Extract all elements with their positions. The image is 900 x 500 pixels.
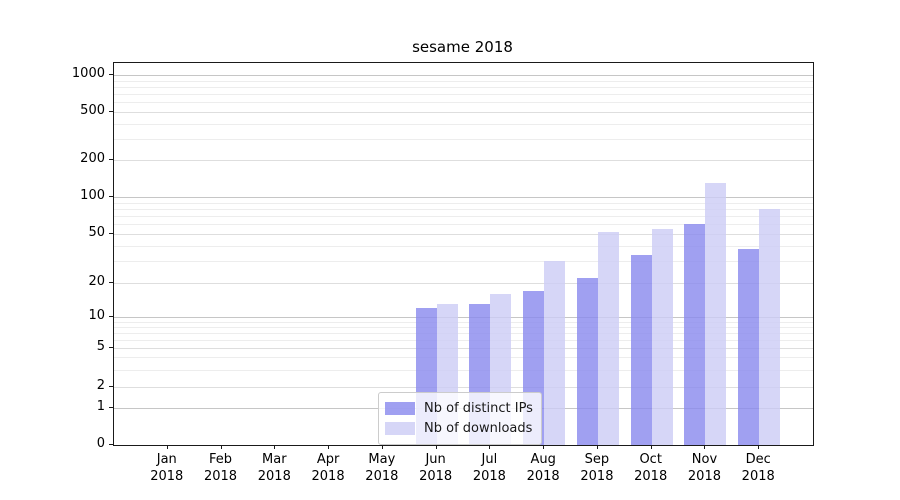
- gridline-minor: [114, 208, 813, 210]
- x-tick-mark: [220, 445, 222, 449]
- x-tick-label-sep: Sep 2018: [580, 452, 614, 484]
- x-tick-label-jun: Jun 2018: [419, 452, 453, 484]
- gridline: [114, 112, 813, 113]
- y-tick-label: 100: [80, 188, 105, 203]
- legend-label-downloads: Nb of downloads: [424, 420, 533, 436]
- y-tick-label: 10: [88, 308, 105, 323]
- gridline: [114, 283, 813, 284]
- gridline-minor: [114, 339, 813, 341]
- bar-aug-downloads: [544, 261, 566, 445]
- y-tick-mark: [109, 111, 113, 112]
- y-tick-mark: [109, 74, 113, 75]
- y-tick-mark: [109, 386, 113, 387]
- gridline-minor: [114, 202, 813, 204]
- y-tick-label: 500: [80, 103, 105, 118]
- x-tick-mark: [166, 445, 168, 449]
- gridline-minor: [114, 321, 813, 323]
- x-tick-mark: [596, 445, 598, 449]
- y-tick-mark: [109, 316, 113, 317]
- chart-title: sesame 2018: [412, 38, 513, 56]
- gridline-minor: [114, 261, 813, 263]
- legend-swatch-distinct-ips: [385, 401, 415, 415]
- gridline-minor: [114, 369, 813, 371]
- gridline-major: [114, 197, 813, 198]
- gridline-minor: [114, 102, 813, 104]
- x-tick-label-oct: Oct 2018: [634, 452, 668, 484]
- gridline: [114, 160, 813, 161]
- y-tick-mark: [109, 196, 113, 197]
- gridline-major: [114, 75, 813, 76]
- y-tick-label: 0: [96, 436, 105, 451]
- bar-nov-downloads: [705, 182, 727, 445]
- bar-dec-distinct-ips: [738, 248, 760, 445]
- gridline-minor: [114, 138, 813, 140]
- x-tick-mark: [489, 445, 491, 449]
- bar-sep-downloads: [597, 231, 619, 445]
- y-tick-label: 200: [80, 151, 105, 166]
- x-tick-label-aug: Aug 2018: [526, 452, 560, 484]
- x-tick-label-jul: Jul 2018: [472, 452, 506, 484]
- gridline-minor: [114, 326, 813, 328]
- y-tick-label: 20: [88, 274, 105, 289]
- y-tick-mark: [109, 347, 113, 348]
- y-tick-mark: [109, 233, 113, 234]
- gridline-minor: [114, 123, 813, 125]
- y-tick-label: 50: [88, 225, 105, 240]
- gridline-minor: [114, 80, 813, 82]
- x-tick-label-may: May 2018: [365, 452, 399, 484]
- gridline: [114, 387, 813, 388]
- plot-area: [113, 62, 814, 446]
- x-tick-mark: [328, 445, 330, 449]
- x-tick-mark: [543, 445, 545, 449]
- x-tick-mark: [704, 445, 706, 449]
- gridline-minor: [114, 357, 813, 359]
- gridline-minor: [114, 94, 813, 96]
- bar-oct-distinct-ips: [630, 254, 652, 445]
- y-tick-mark: [109, 282, 113, 283]
- x-tick-mark: [274, 445, 276, 449]
- y-tick-mark: [109, 159, 113, 160]
- gridline-minor: [114, 216, 813, 218]
- gridline-minor: [114, 245, 813, 247]
- x-tick-mark: [758, 445, 760, 449]
- gridline: [114, 348, 813, 349]
- y-tick-mark: [109, 407, 113, 408]
- gridline-minor: [114, 86, 813, 88]
- x-tick-mark: [650, 445, 652, 449]
- x-tick-label-apr: Apr 2018: [311, 452, 345, 484]
- bar-oct-downloads: [651, 228, 673, 445]
- bar-sep-distinct-ips: [576, 277, 598, 445]
- y-tick-label: 1000: [71, 66, 105, 81]
- x-tick-label-jan: Jan 2018: [150, 452, 184, 484]
- y-tick-label: 2: [96, 378, 105, 393]
- y-tick-mark: [109, 444, 113, 445]
- x-tick-label-feb: Feb 2018: [203, 452, 238, 484]
- x-tick-label-dec: Dec 2018: [741, 452, 775, 484]
- legend-label-distinct-ips: Nb of distinct IPs: [424, 400, 533, 416]
- gridline-minor: [114, 332, 813, 334]
- legend-item-downloads: Nb of downloads: [385, 418, 533, 438]
- gridline-major: [114, 317, 813, 318]
- x-tick-label-mar: Mar 2018: [257, 452, 291, 484]
- y-tick-label: 5: [96, 339, 105, 354]
- bar-dec-downloads: [759, 208, 781, 445]
- x-tick-mark: [435, 445, 437, 449]
- gridline: [114, 234, 813, 235]
- x-tick-label-nov: Nov 2018: [687, 452, 721, 484]
- bar-nov-distinct-ips: [684, 224, 706, 445]
- x-tick-mark: [381, 445, 383, 449]
- gridline-minor: [114, 224, 813, 226]
- legend-swatch-downloads: [385, 421, 415, 435]
- y-tick-label: 1: [96, 399, 105, 414]
- legend: Nb of distinct IPs Nb of downloads: [378, 392, 542, 445]
- legend-item-distinct-ips: Nb of distinct IPs: [385, 398, 533, 418]
